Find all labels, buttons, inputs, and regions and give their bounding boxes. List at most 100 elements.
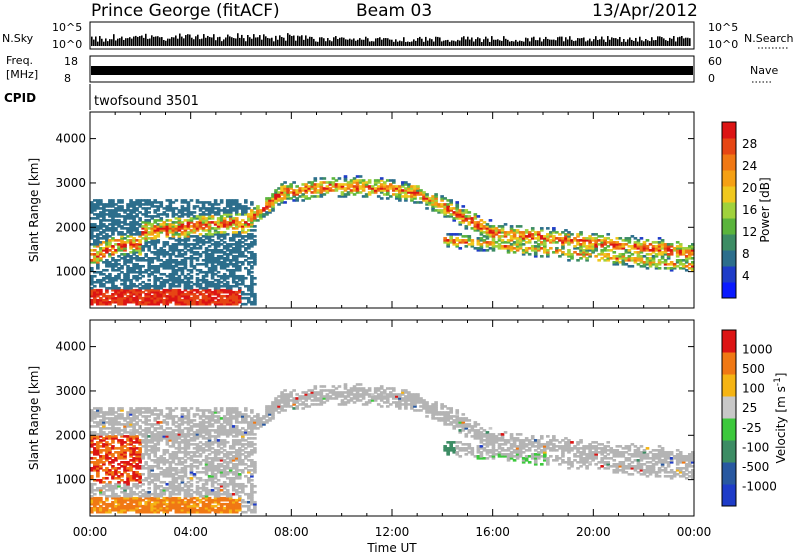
- nave-label: Nave: [750, 64, 778, 77]
- nsky-bar: [581, 38, 583, 46]
- nsky-bar: [303, 40, 305, 46]
- nsky-bar: [363, 40, 365, 46]
- nsky-bar: [437, 37, 439, 46]
- colorbar-tick-label: 28: [742, 137, 757, 151]
- nsky-bar: [99, 36, 101, 46]
- nsky-bar: [509, 42, 511, 46]
- nsky-bar: [135, 36, 137, 46]
- nsky-bar: [319, 37, 321, 46]
- nsky-bar: [657, 36, 659, 46]
- nsky-bar: [387, 38, 389, 46]
- nsky-bar: [659, 36, 661, 46]
- velocity-cell: [108, 481, 112, 484]
- nsky-bar: [337, 39, 339, 46]
- power-cell: [220, 199, 224, 202]
- nsky-bar: [121, 37, 123, 46]
- velocity-cell: [141, 473, 145, 476]
- power-cell: [658, 267, 662, 270]
- nsky-bar: [169, 39, 171, 46]
- nsky-bar: [145, 34, 147, 46]
- power-cell: [159, 201, 163, 204]
- nsky-bar: [605, 42, 607, 46]
- nsky-bar: [285, 41, 287, 46]
- nsky-bar: [617, 39, 619, 46]
- nsky-bar: [137, 37, 139, 46]
- nsky-bar: [669, 38, 671, 46]
- nsky-bar: [489, 42, 491, 46]
- power-cell: [141, 275, 145, 278]
- nsky-bar: [653, 40, 655, 46]
- power-cell: [156, 239, 160, 242]
- nsky-bar: [517, 42, 519, 46]
- nsky-bar: [221, 41, 223, 46]
- nsky-bar: [625, 42, 627, 46]
- nsky-bar: [105, 38, 107, 46]
- nsky-bar: [207, 36, 209, 46]
- power-cell: [244, 277, 248, 280]
- velocity-cell: [147, 419, 151, 422]
- power-cell: [253, 235, 257, 238]
- nsky-bar: [435, 37, 437, 46]
- power-cell: [606, 233, 610, 236]
- nsky-bar: [475, 39, 477, 46]
- power-cell: [449, 199, 453, 202]
- power-cell: [111, 199, 115, 202]
- nsky-bar: [493, 40, 495, 46]
- nsky-bar: [541, 42, 543, 46]
- nsky-bar: [633, 41, 635, 46]
- freq-trace: [91, 66, 693, 75]
- power-cell: [99, 199, 103, 202]
- nsky-bar: [229, 36, 231, 46]
- power-cell: [546, 227, 550, 230]
- power-cell: [253, 293, 257, 296]
- colorbar-swatch: [722, 202, 736, 219]
- nsky-bar: [567, 39, 569, 46]
- nsky-bar: [361, 40, 363, 46]
- velocity-cell: [99, 407, 103, 410]
- nsky-bar: [537, 40, 539, 46]
- nsky-bar: [311, 37, 313, 46]
- nsky-bar: [559, 37, 561, 46]
- nsky-bar: [97, 42, 99, 46]
- nsky-bar: [185, 35, 187, 46]
- power-cell: [283, 181, 287, 184]
- nsky-bar: [279, 35, 281, 46]
- nsky-bar: [149, 39, 151, 46]
- nsky-bar: [219, 37, 221, 46]
- nsky-bar: [271, 38, 273, 46]
- nsky-bar: [349, 39, 351, 46]
- power-cell: [540, 255, 544, 258]
- nsky-bar: [671, 39, 673, 46]
- nsky-bar: [223, 39, 225, 46]
- nsky-bar: [451, 40, 453, 46]
- power-cell: [193, 211, 197, 214]
- power-cell: [606, 253, 610, 256]
- nsky-tick-bottom-left: 10^0: [52, 38, 82, 51]
- nsky-bar: [257, 37, 259, 46]
- power-cell: [226, 233, 230, 236]
- nsky-bar: [289, 35, 291, 46]
- nsky-bar: [639, 37, 641, 46]
- colorbar-tick-label: 20: [742, 181, 757, 195]
- nsky-bar: [619, 37, 621, 46]
- nsky-bar: [535, 40, 537, 46]
- nsky-bar: [473, 42, 475, 46]
- nsky-bar: [663, 38, 665, 46]
- power-cell: [93, 275, 97, 278]
- power-cell: [552, 227, 556, 230]
- colorbar-swatch: [722, 154, 736, 171]
- nsky-tick-bottom-right: 10^0: [708, 38, 738, 51]
- freq-label-line1: Freq.: [6, 54, 33, 67]
- power-cell: [504, 223, 508, 226]
- nsky-bar: [377, 38, 379, 46]
- nsky-bar: [261, 40, 263, 46]
- power-cell: [253, 277, 257, 280]
- nsky-bar: [527, 38, 529, 46]
- nsky-bar: [187, 34, 189, 46]
- velocity-cell: [105, 477, 109, 480]
- nsky-bar: [227, 35, 229, 46]
- nsky-bar: [651, 37, 653, 46]
- nsky-bar: [543, 39, 545, 46]
- nsky-bar: [235, 38, 237, 46]
